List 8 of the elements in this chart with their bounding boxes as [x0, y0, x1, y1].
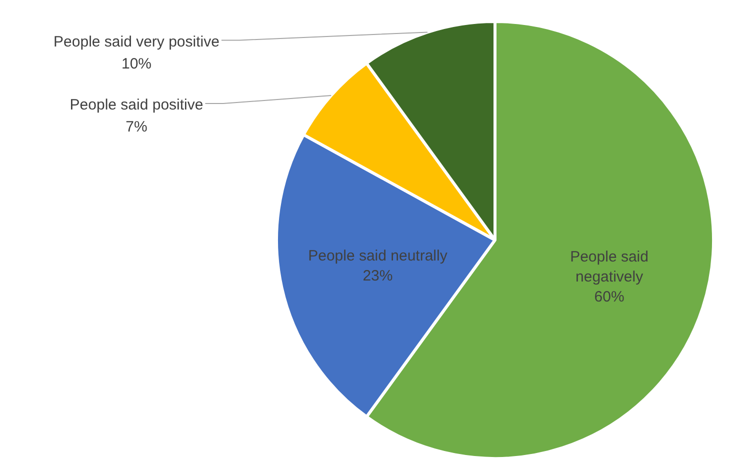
data-label: 10% — [121, 55, 152, 72]
slice-label: People said neutrally — [308, 247, 448, 264]
slice-label: People said negatively — [570, 248, 648, 286]
slice-label: People said positive — [70, 96, 204, 114]
slice-label: People said very positive — [54, 33, 220, 50]
data-label: 23% — [362, 267, 393, 284]
data-label: 7% — [126, 118, 148, 136]
data-label: 60% — [594, 288, 624, 306]
